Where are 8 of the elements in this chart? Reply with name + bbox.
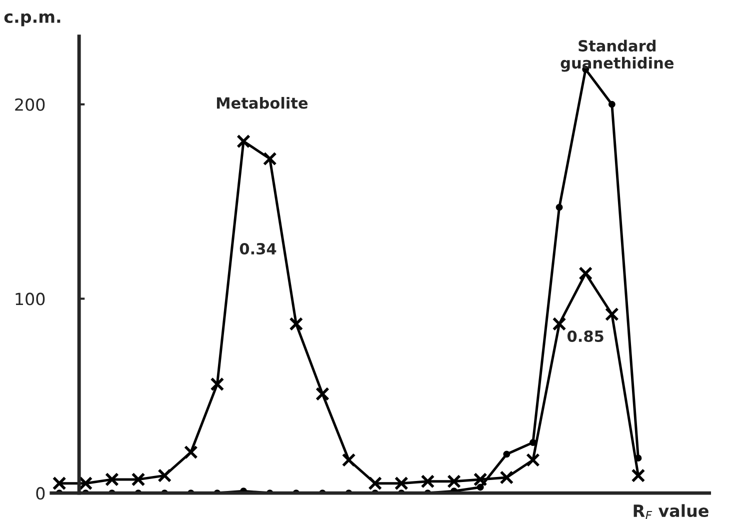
annotation: Standard guanethidine xyxy=(560,40,674,72)
y-axis-title: c.p.m. xyxy=(4,13,60,26)
y-tick-label: 200 xyxy=(15,98,45,111)
annotation: 0.34 xyxy=(240,242,276,255)
y-tick-label: 100 xyxy=(16,292,45,306)
annotation: 0.85 xyxy=(567,330,604,342)
annotation: Metabolite xyxy=(216,96,308,109)
y-tick-label: 0 xyxy=(36,487,45,500)
